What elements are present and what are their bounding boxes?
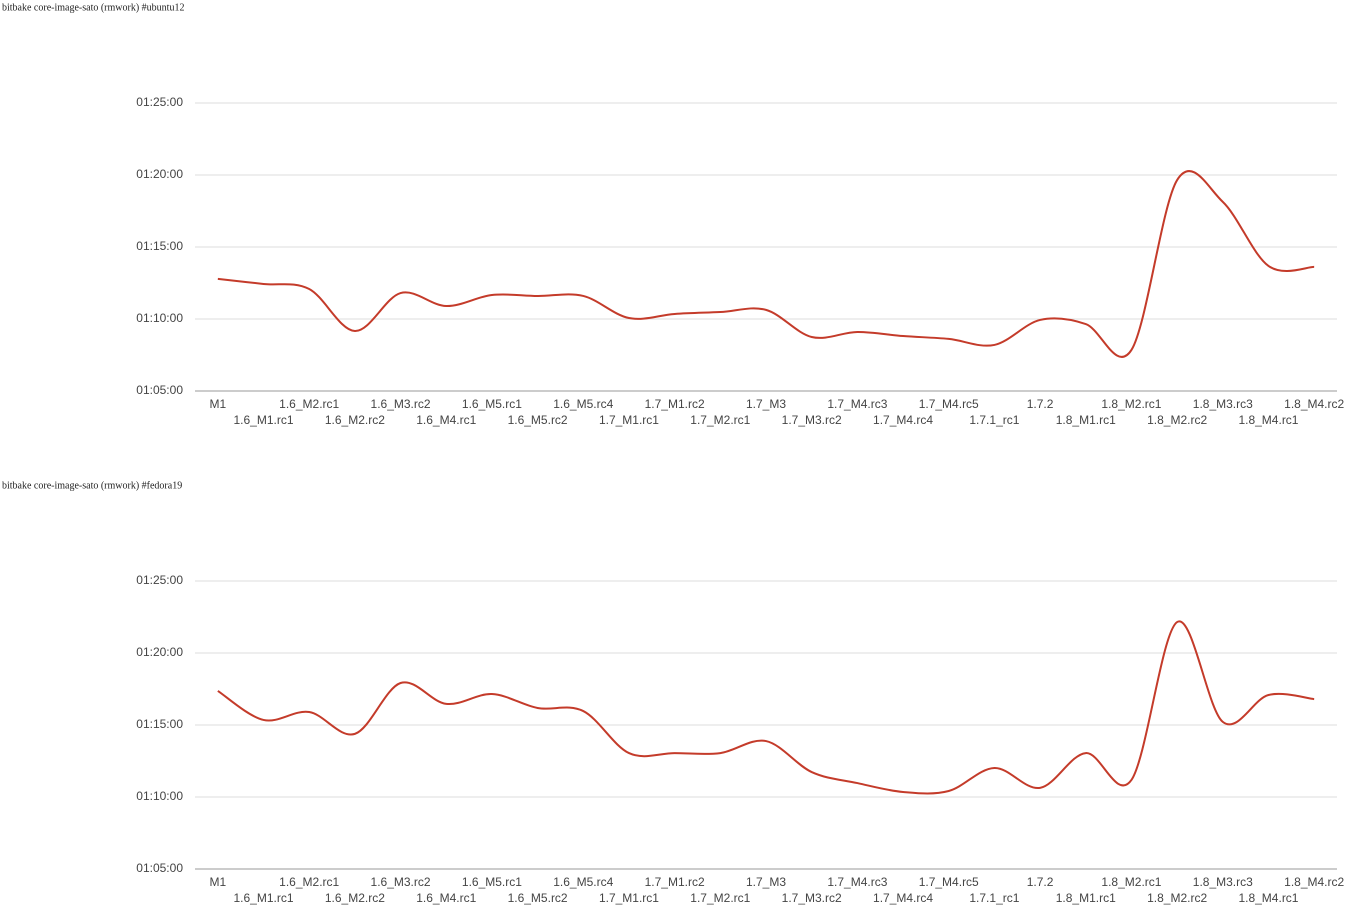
x-tick-label: 1.7_M2.rc1 — [690, 891, 750, 905]
y-tick-label: 01:05:00 — [136, 861, 183, 875]
x-tick-label: 1.6_M5.rc2 — [508, 891, 568, 905]
x-tick-label: 1.8_M3.rc3 — [1193, 397, 1253, 411]
x-tick-label: 1.7_M4.rc5 — [919, 875, 979, 889]
chart-title: bitbake core-image-sato (rmwork) #ubuntu… — [2, 2, 184, 13]
y-tick-label: 01:25:00 — [136, 95, 183, 109]
x-tick-label: 1.7_M4.rc4 — [873, 891, 933, 905]
x-tick-label: 1.6_M2.rc2 — [325, 891, 385, 905]
x-tick-label: 1.6_M1.rc1 — [234, 413, 294, 427]
x-tick-label: 1.7_M3 — [746, 397, 786, 411]
x-tick-label: 1.7_M1.rc1 — [599, 413, 659, 427]
y-tick-label: 01:15:00 — [136, 717, 183, 731]
x-tick-label: 1.6_M1.rc1 — [234, 891, 294, 905]
x-tick-label: 1.6_M3.rc2 — [371, 875, 431, 889]
chart: bitbake core-image-sato (rmwork) #ubuntu… — [2, 2, 1344, 427]
x-tick-label: 1.7_M4.rc3 — [827, 397, 887, 411]
x-tick-label: 1.7_M1.rc1 — [599, 891, 659, 905]
x-tick-label: 1.6_M5.rc1 — [462, 875, 522, 889]
x-tick-label: 1.8_M1.rc1 — [1056, 891, 1116, 905]
x-tick-label: 1.8_M4.rc1 — [1238, 891, 1298, 905]
x-tick-label: 1.8_M4.rc2 — [1284, 397, 1344, 411]
x-tick-label: 1.6_M4.rc1 — [416, 413, 476, 427]
x-tick-label: 1.6_M5.rc4 — [553, 397, 613, 411]
x-tick-label: M1 — [210, 397, 227, 411]
x-tick-label: 1.7_M4.rc4 — [873, 413, 933, 427]
chart: bitbake core-image-sato (rmwork) #fedora… — [2, 480, 1344, 905]
x-tick-label: 1.7.1_rc1 — [969, 891, 1019, 905]
x-tick-label: 1.8_M1.rc1 — [1056, 413, 1116, 427]
series-line — [217, 170, 1315, 358]
y-tick-label: 01:25:00 — [136, 573, 183, 587]
x-tick-label: M1 — [210, 875, 227, 889]
x-tick-label: 1.8_M2.rc1 — [1101, 397, 1161, 411]
x-tick-label: 1.7.2 — [1027, 875, 1054, 889]
y-tick-label: 01:10:00 — [136, 311, 183, 325]
y-tick-label: 01:05:00 — [136, 383, 183, 397]
x-tick-label: 1.7_M3 — [746, 875, 786, 889]
y-tick-label: 01:15:00 — [136, 239, 183, 253]
x-tick-label: 1.7_M4.rc5 — [919, 397, 979, 411]
x-tick-label: 1.8_M4.rc1 — [1238, 413, 1298, 427]
y-tick-label: 01:20:00 — [136, 167, 183, 181]
series-line — [217, 620, 1315, 795]
x-tick-label: 1.8_M2.rc2 — [1147, 891, 1207, 905]
x-tick-label: 1.7_M1.rc2 — [645, 397, 705, 411]
x-tick-label: 1.6_M5.rc4 — [553, 875, 613, 889]
x-tick-label: 1.8_M2.rc2 — [1147, 413, 1207, 427]
x-tick-label: 1.8_M2.rc1 — [1101, 875, 1161, 889]
x-tick-label: 1.6_M2.rc1 — [279, 397, 339, 411]
x-tick-label: 1.6_M2.rc2 — [325, 413, 385, 427]
x-tick-label: 1.7.2 — [1027, 397, 1054, 411]
x-tick-label: 1.6_M5.rc1 — [462, 397, 522, 411]
x-tick-label: 1.6_M3.rc2 — [371, 397, 431, 411]
y-tick-label: 01:10:00 — [136, 789, 183, 803]
y-tick-label: 01:20:00 — [136, 645, 183, 659]
x-tick-label: 1.7_M4.rc3 — [827, 875, 887, 889]
x-tick-label: 1.7_M1.rc2 — [645, 875, 705, 889]
x-tick-label: 1.7_M3.rc2 — [782, 413, 842, 427]
x-tick-label: 1.6_M5.rc2 — [508, 413, 568, 427]
x-tick-label: 1.7_M2.rc1 — [690, 413, 750, 427]
chart-title: bitbake core-image-sato (rmwork) #fedora… — [2, 480, 182, 491]
x-tick-label: 1.8_M3.rc3 — [1193, 875, 1253, 889]
x-tick-label: 1.7.1_rc1 — [969, 413, 1019, 427]
x-tick-label: 1.8_M4.rc2 — [1284, 875, 1344, 889]
x-tick-label: 1.6_M4.rc1 — [416, 891, 476, 905]
x-tick-label: 1.6_M2.rc1 — [279, 875, 339, 889]
x-tick-label: 1.7_M3.rc2 — [782, 891, 842, 905]
